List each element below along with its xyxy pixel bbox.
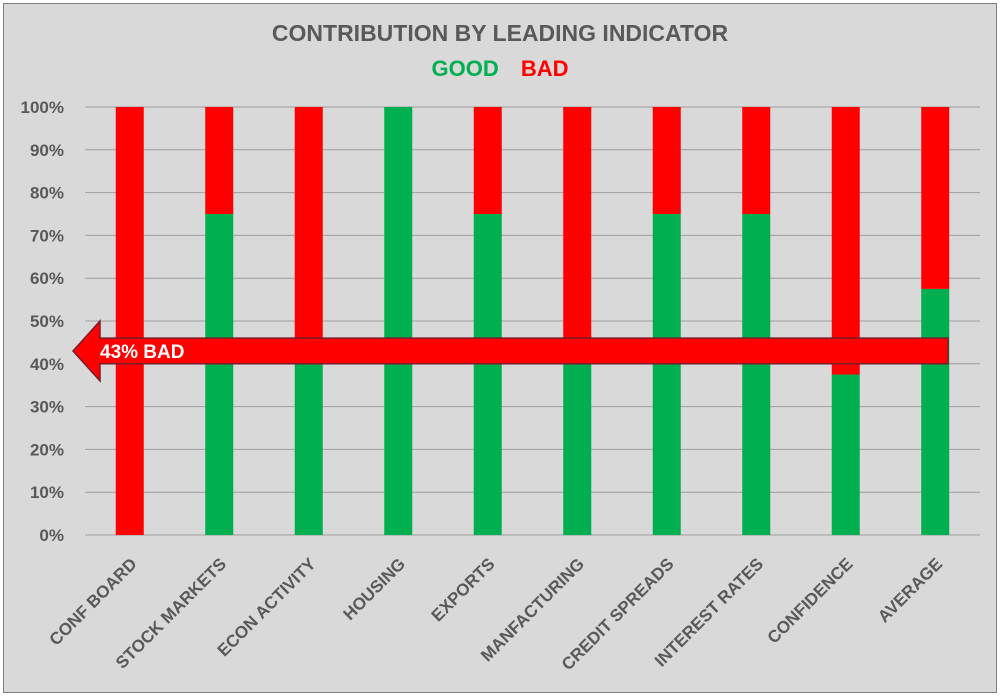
bar-good bbox=[742, 214, 771, 535]
x-tick-label: ECON ACTIVITY bbox=[214, 554, 320, 660]
bar-bad bbox=[294, 107, 323, 364]
bar-good bbox=[921, 288, 950, 535]
bar-good bbox=[205, 214, 234, 535]
bar-good bbox=[563, 363, 592, 535]
y-tick-label: 50% bbox=[30, 312, 64, 331]
x-tick-label: CONFIDENCE bbox=[764, 554, 857, 647]
bar-bad bbox=[205, 107, 234, 214]
y-tick-label: 70% bbox=[30, 226, 64, 245]
bar-bad bbox=[921, 107, 950, 289]
chart-title: CONTRIBUTION BY LEADING INDICATOR bbox=[271, 20, 729, 46]
bar-bad bbox=[831, 107, 860, 375]
x-tick-label: CONF BOARD bbox=[46, 554, 141, 649]
bar-good bbox=[831, 374, 860, 535]
y-tick-label: 30% bbox=[30, 398, 64, 417]
bar-bad bbox=[652, 107, 681, 214]
y-tick-label: 90% bbox=[30, 141, 64, 160]
x-tick-label: EXPORTS bbox=[428, 554, 499, 625]
legend-bad: BAD bbox=[520, 56, 569, 81]
bar-bad bbox=[563, 107, 592, 364]
bar-good bbox=[652, 214, 681, 535]
y-tick-label: 10% bbox=[30, 483, 64, 502]
x-tick-label: AVERAGE bbox=[874, 554, 946, 626]
y-tick-label: 80% bbox=[30, 184, 64, 203]
bar-good bbox=[384, 107, 413, 535]
y-tick-label: 40% bbox=[30, 355, 64, 374]
chart-legend: GOOD BAD bbox=[0, 56, 1000, 82]
bar-bad bbox=[115, 107, 144, 535]
annotation-label: 43% BAD bbox=[100, 342, 184, 363]
bar-bad bbox=[742, 107, 771, 214]
legend-good: GOOD bbox=[431, 56, 499, 81]
annotation-arrow bbox=[71, 319, 949, 383]
y-tick-label: 0% bbox=[39, 526, 64, 545]
y-tick-label: 60% bbox=[30, 269, 64, 288]
y-tick-label: 100% bbox=[21, 98, 64, 117]
x-tick-label: HOUSING bbox=[340, 554, 410, 624]
y-tick-label: 20% bbox=[30, 440, 64, 459]
bar-bad bbox=[473, 107, 502, 214]
bar-good bbox=[473, 214, 502, 535]
bar-good bbox=[294, 363, 323, 535]
